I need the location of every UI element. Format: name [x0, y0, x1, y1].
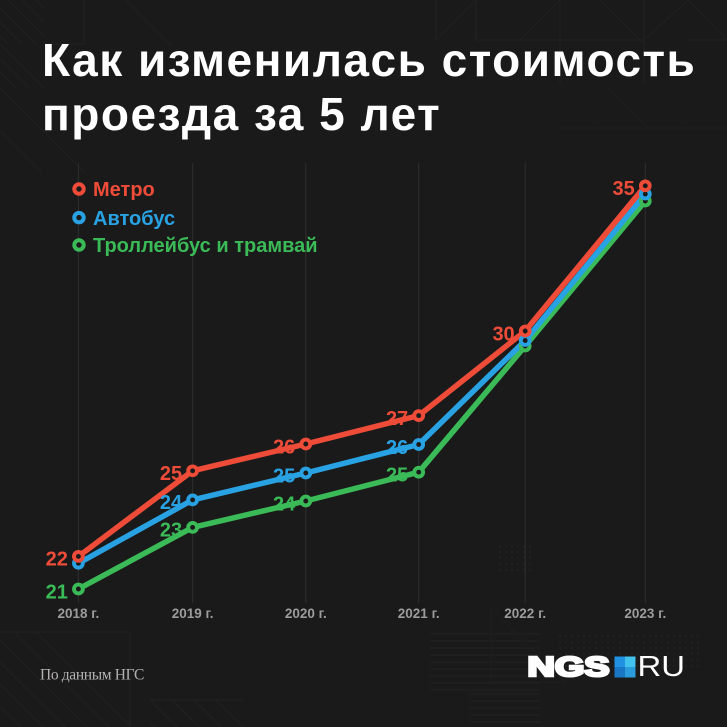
svg-text:NGS: NGS	[528, 651, 610, 682]
svg-text:Метро: Метро	[93, 179, 155, 201]
svg-text:26: 26	[273, 436, 295, 458]
svg-text:По данным НГС: По данным НГС	[40, 667, 144, 684]
svg-text:24: 24	[273, 493, 296, 515]
svg-text:2022 г.: 2022 г.	[504, 606, 546, 621]
svg-text:2020 г.: 2020 г.	[285, 606, 327, 621]
svg-text:25: 25	[386, 465, 408, 487]
svg-text:2021 г.: 2021 г.	[398, 606, 440, 621]
svg-text:24: 24	[160, 492, 183, 514]
svg-text:RU: RU	[638, 651, 686, 683]
svg-text:23: 23	[160, 520, 182, 542]
svg-text:21: 21	[46, 581, 68, 603]
svg-text:25: 25	[160, 463, 182, 485]
svg-text:35: 35	[613, 178, 635, 200]
svg-text:27: 27	[386, 408, 408, 430]
svg-text:2019 г.: 2019 г.	[172, 606, 214, 621]
svg-text:2023 г.: 2023 г.	[624, 606, 666, 621]
svg-text:проезда за 5 лет: проезда за 5 лет	[42, 88, 441, 140]
svg-text:Троллейбус и трамвай: Троллейбус и трамвай	[93, 235, 318, 257]
svg-text:30: 30	[492, 323, 514, 345]
svg-text:26: 26	[386, 437, 408, 459]
svg-text:2018 г.: 2018 г.	[57, 606, 99, 621]
svg-text:22: 22	[46, 549, 68, 571]
svg-text:25: 25	[273, 465, 295, 487]
svg-text:Как изменилась стоимость: Как изменилась стоимость	[42, 34, 696, 86]
svg-text:Автобус: Автобус	[93, 208, 175, 230]
